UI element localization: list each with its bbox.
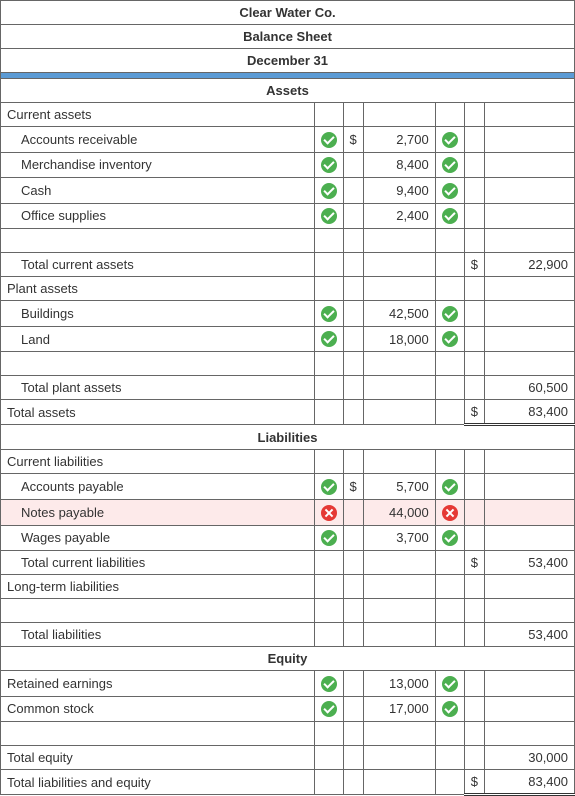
sheet-title: Balance Sheet [1, 25, 575, 49]
check-icon [442, 132, 458, 148]
grand-total-label: Total liabilities and equity [1, 770, 315, 795]
line-value: 5,700 [363, 474, 435, 500]
longterm-liabilities-label: Long-term liabilities [1, 575, 315, 599]
line-label: Notes payable [1, 499, 315, 525]
company-name: Clear Water Co. [1, 1, 575, 25]
line-value: 3,700 [363, 525, 435, 551]
total-assets-value: 83,400 [485, 400, 575, 425]
total-current-liabilities-label: Total current liabilities [1, 551, 315, 575]
line-value: 17,000 [363, 696, 435, 722]
total-plant-assets-label: Total plant assets [1, 376, 315, 400]
dollar-sign: $ [464, 770, 484, 795]
line-label: Buildings [1, 301, 315, 327]
table-row: Wages payable 3,700 [1, 525, 575, 551]
liabilities-header: Liabilities [1, 425, 575, 450]
check-icon [321, 701, 337, 717]
check-icon [321, 331, 337, 347]
check-icon [321, 132, 337, 148]
line-label: Merchandise inventory [1, 152, 315, 178]
line-value: 8,400 [363, 152, 435, 178]
total-current-liabilities-value: 53,400 [485, 551, 575, 575]
line-value: 13,000 [363, 671, 435, 697]
grand-total-value: 83,400 [485, 770, 575, 795]
check-icon [442, 331, 458, 347]
table-row: Accounts payable $ 5,700 [1, 474, 575, 500]
line-label: Cash [1, 178, 315, 204]
plant-assets-label: Plant assets [1, 277, 315, 301]
line-label: Retained earnings [1, 671, 315, 697]
total-liabilities-value: 53,400 [485, 623, 575, 647]
total-equity-value: 30,000 [485, 746, 575, 770]
line-value: 44,000 [363, 499, 435, 525]
table-row: Merchandise inventory 8,400 [1, 152, 575, 178]
dollar-sign: $ [464, 253, 484, 277]
line-label: Office supplies [1, 203, 315, 229]
x-icon [442, 505, 458, 521]
dollar-sign: $ [343, 474, 363, 500]
line-label: Accounts payable [1, 474, 315, 500]
check-icon [442, 306, 458, 322]
line-label: Wages payable [1, 525, 315, 551]
equity-header: Equity [1, 647, 575, 671]
total-current-assets-label: Total current assets [1, 253, 315, 277]
x-icon [321, 505, 337, 521]
balance-sheet-table: Clear Water Co. Balance Sheet December 3… [0, 0, 575, 796]
total-assets-label: Total assets [1, 400, 315, 425]
check-icon [442, 208, 458, 224]
line-value: 18,000 [363, 326, 435, 352]
check-icon [442, 701, 458, 717]
line-value: 42,500 [363, 301, 435, 327]
current-assets-label: Current assets [1, 103, 315, 127]
total-current-assets-value: 22,900 [485, 253, 575, 277]
current-liabilities-label: Current liabilities [1, 450, 315, 474]
table-row: Retained earnings 13,000 [1, 671, 575, 697]
line-value: 2,400 [363, 203, 435, 229]
table-row-error: Notes payable 44,000 [1, 499, 575, 525]
table-row: Land 18,000 [1, 326, 575, 352]
table-row: Common stock 17,000 [1, 696, 575, 722]
table-row: Accounts receivable $ 2,700 [1, 127, 575, 153]
table-row: Cash 9,400 [1, 178, 575, 204]
dollar-sign: $ [343, 127, 363, 153]
table-row: Office supplies 2,400 [1, 203, 575, 229]
sheet-date: December 31 [1, 49, 575, 73]
table-row: Buildings 42,500 [1, 301, 575, 327]
line-label: Common stock [1, 696, 315, 722]
line-value: 9,400 [363, 178, 435, 204]
check-icon [442, 157, 458, 173]
total-plant-assets-value: 60,500 [485, 376, 575, 400]
check-icon [321, 183, 337, 199]
line-value: 2,700 [363, 127, 435, 153]
check-icon [321, 479, 337, 495]
total-liabilities-label: Total liabilities [1, 623, 315, 647]
check-icon [442, 479, 458, 495]
dollar-sign: $ [464, 400, 484, 425]
check-icon [442, 676, 458, 692]
check-icon [321, 208, 337, 224]
check-icon [321, 157, 337, 173]
check-icon [442, 183, 458, 199]
line-label: Accounts receivable [1, 127, 315, 153]
line-label: Land [1, 326, 315, 352]
dollar-sign: $ [464, 551, 484, 575]
check-icon [321, 530, 337, 546]
assets-header: Assets [1, 79, 575, 103]
total-equity-label: Total equity [1, 746, 315, 770]
check-icon [321, 306, 337, 322]
check-icon [442, 530, 458, 546]
check-icon [321, 676, 337, 692]
